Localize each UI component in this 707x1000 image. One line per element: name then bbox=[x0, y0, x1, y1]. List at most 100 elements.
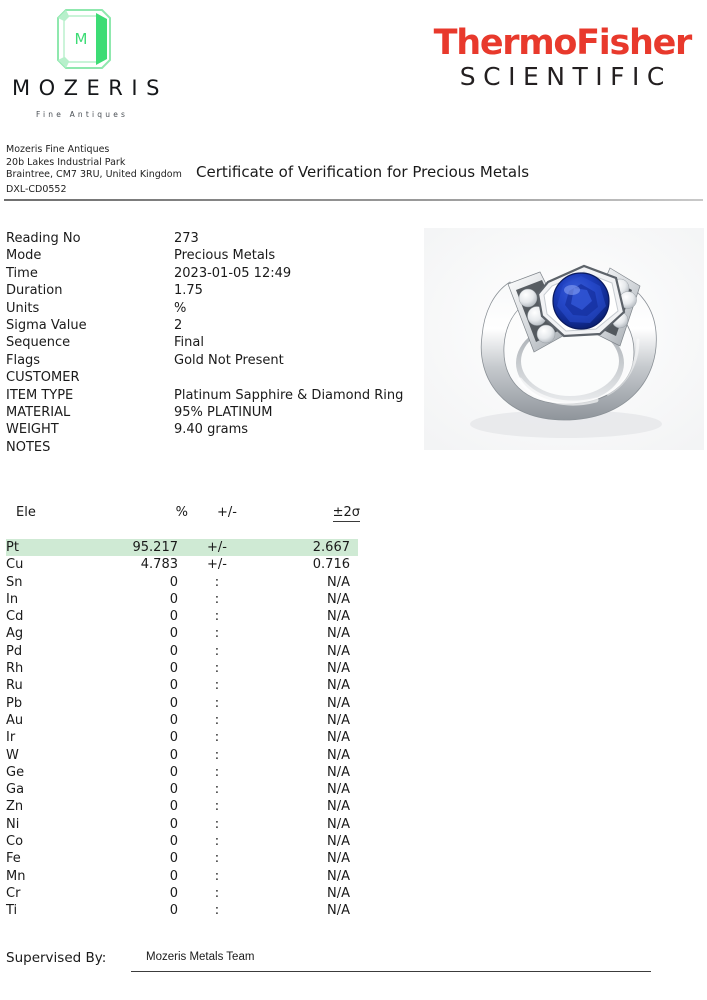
cell-plusminus: : bbox=[214, 782, 220, 798]
cell-element: Ga bbox=[6, 782, 25, 798]
cell-element: Zn bbox=[6, 799, 24, 815]
cell-element: Ge bbox=[6, 764, 25, 780]
cell-percent: 0 bbox=[169, 816, 178, 832]
detail-value: 1.75 bbox=[174, 283, 203, 299]
cell-plusminus: +/- bbox=[207, 540, 227, 555]
element-results-table: Ele % +/- ±2σ Pt 95.217 +/- 2.667 Cu 4.783 +/-… bbox=[6, 505, 360, 920]
detail-label: Reading No bbox=[6, 231, 81, 246]
cell-element: Fe bbox=[6, 851, 21, 867]
document-id: DXL-CD0552 bbox=[6, 184, 67, 195]
detail-value bbox=[174, 369, 436, 386]
table-row: Ga 0: N/A bbox=[6, 781, 358, 798]
table-row: Ru 0: N/A bbox=[6, 677, 358, 694]
cell-plusminus: : bbox=[214, 695, 220, 711]
cell-plusminus: : bbox=[214, 903, 220, 919]
cell-plusminus: : bbox=[214, 661, 220, 677]
supervised-by-label: Supervised By: bbox=[6, 950, 107, 966]
detail-value: Final bbox=[174, 335, 204, 351]
cell-percent: 0 bbox=[169, 885, 178, 901]
thermofisher-wordmark: ThermoFisher bbox=[433, 23, 693, 63]
detail-label: Mode bbox=[6, 248, 42, 264]
cell-percent: 0 bbox=[169, 712, 178, 728]
cell-element: Ir bbox=[6, 730, 16, 746]
cell-element: Ag bbox=[6, 626, 24, 642]
cell-sigma: N/A bbox=[327, 609, 350, 625]
cell-percent: 0 bbox=[169, 782, 178, 798]
cell-plusminus: : bbox=[214, 851, 220, 867]
cell-sigma: N/A bbox=[327, 903, 350, 919]
header-divider bbox=[4, 199, 703, 201]
emerald-gem-icon: M bbox=[57, 9, 111, 69]
detail-row: Mode Precious Metals bbox=[6, 247, 436, 264]
detail-value bbox=[174, 439, 436, 456]
cell-sigma: N/A bbox=[327, 782, 350, 798]
cell-plusminus: : bbox=[214, 730, 220, 746]
cell-plusminus: : bbox=[214, 834, 220, 850]
detail-label: Sigma Value bbox=[6, 318, 87, 334]
cell-plusminus: : bbox=[214, 868, 220, 884]
table-row: Rh 0: N/A bbox=[6, 660, 358, 677]
detail-label: Units bbox=[6, 300, 40, 316]
detail-value: 273 bbox=[174, 231, 199, 246]
cell-plusminus: : bbox=[214, 678, 220, 694]
cell-sigma: N/A bbox=[327, 799, 350, 815]
cell-sigma: N/A bbox=[327, 661, 350, 677]
cell-element: Ti bbox=[6, 903, 18, 919]
table-row: In 0: N/A bbox=[6, 591, 358, 608]
brand-tagline: Fine Antiques bbox=[36, 110, 129, 119]
detail-label: ITEM TYPE bbox=[6, 387, 74, 403]
detail-row: Flags Gold Not Present bbox=[6, 352, 436, 369]
table-header-row: Ele % +/- ±2σ bbox=[6, 505, 360, 527]
detail-value: 2 bbox=[174, 318, 183, 334]
detail-label: NOTES bbox=[6, 439, 51, 455]
cell-element: W bbox=[6, 747, 19, 763]
detail-row: Sigma Value 2 bbox=[6, 317, 436, 334]
cell-plusminus: : bbox=[214, 643, 220, 659]
detail-row: CUSTOMER bbox=[6, 369, 436, 386]
signature-block: Supervised By: Mozeris Metals Team bbox=[6, 948, 701, 978]
detail-row: NOTES bbox=[6, 439, 436, 456]
table-row: Cd 0: N/A bbox=[6, 608, 358, 625]
cell-percent: 0 bbox=[169, 747, 178, 763]
detail-row: ITEM TYPE Platinum Sapphire & Diamond Ri… bbox=[6, 387, 436, 404]
detail-row: WEIGHT 9.40 grams bbox=[6, 421, 436, 438]
table-row: Sn 0: N/A bbox=[6, 574, 358, 591]
detail-row: Duration 1.75 bbox=[6, 282, 436, 299]
cell-element: Ni bbox=[6, 816, 20, 832]
detail-value: 95% PLATINUM bbox=[174, 405, 273, 421]
detail-value: 2023-01-05 12:49 bbox=[174, 265, 292, 281]
signature-line bbox=[131, 971, 651, 972]
cell-plusminus: : bbox=[214, 747, 220, 763]
detail-label: Duration bbox=[6, 283, 63, 299]
cell-plusminus: : bbox=[214, 764, 220, 780]
detail-label: MATERIAL bbox=[6, 405, 71, 421]
cell-percent: 0 bbox=[169, 643, 178, 659]
detail-value: Platinum Sapphire & Diamond Ring bbox=[174, 387, 404, 403]
table-row: Mn 0: N/A bbox=[6, 868, 358, 885]
cell-element: In bbox=[6, 591, 19, 607]
cell-percent: 0 bbox=[169, 834, 178, 850]
cell-sigma: N/A bbox=[327, 868, 350, 884]
cell-sigma: N/A bbox=[327, 574, 350, 590]
cell-sigma: N/A bbox=[327, 678, 350, 694]
cell-plusminus: : bbox=[214, 799, 220, 815]
table-row: Co 0: N/A bbox=[6, 833, 358, 850]
cell-element: Mn bbox=[6, 868, 26, 884]
cell-sigma: 0.716 bbox=[312, 557, 350, 573]
reading-details: Reading No 273 Mode Precious Metals Time… bbox=[6, 230, 436, 456]
column-header-element: Ele bbox=[16, 505, 36, 520]
address-line-1: Mozeris Fine Antiques bbox=[6, 144, 110, 155]
cell-percent: 0 bbox=[169, 799, 178, 815]
ring-photo bbox=[424, 228, 704, 450]
cell-sigma: N/A bbox=[327, 643, 350, 659]
cell-sigma: N/A bbox=[327, 816, 350, 832]
cell-plusminus: : bbox=[214, 712, 220, 728]
cell-element: Cd bbox=[6, 609, 24, 625]
table-row: Fe 0: N/A bbox=[6, 850, 358, 867]
thermofisher-scientific-text: SCIENTIFIC bbox=[459, 61, 672, 91]
cell-plusminus: : bbox=[214, 626, 220, 642]
detail-row: Time 2023-01-05 12:49 bbox=[6, 265, 436, 282]
table-row: Ir 0: N/A bbox=[6, 729, 358, 746]
cell-element: Cu bbox=[6, 557, 24, 573]
brand-name: MOZERIS bbox=[12, 76, 168, 100]
